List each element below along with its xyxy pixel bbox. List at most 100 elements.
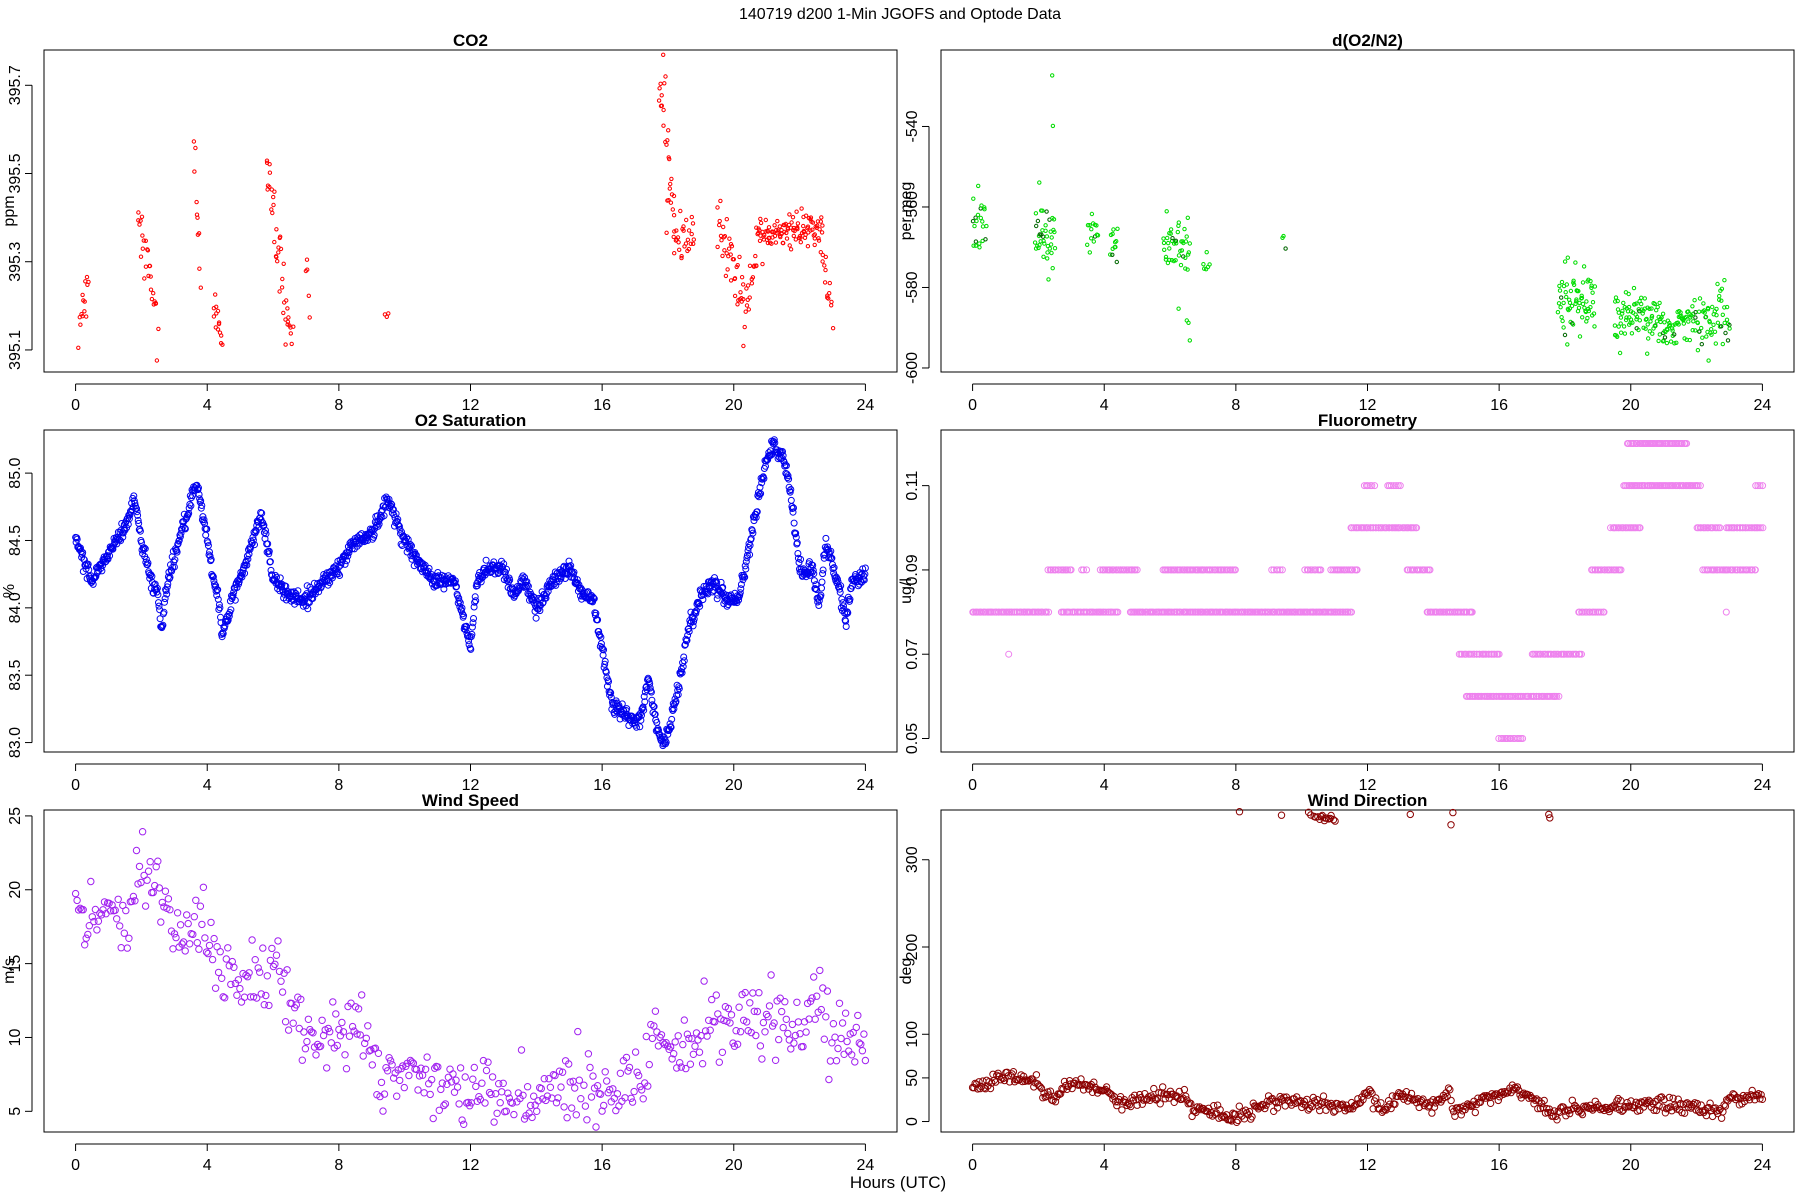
data-point <box>447 1078 456 1086</box>
data-point <box>596 1090 605 1098</box>
data-point <box>285 319 291 324</box>
data-point <box>140 246 146 251</box>
data-point <box>1083 608 1091 616</box>
data-point <box>1090 1078 1098 1086</box>
y-tick-label: 395.5 <box>7 153 24 193</box>
data-point <box>1558 305 1563 310</box>
data-point <box>114 895 122 903</box>
data-point <box>1468 608 1476 616</box>
data-point <box>657 1031 666 1039</box>
data-point <box>1083 566 1091 574</box>
data-point <box>615 1102 623 1110</box>
data-point <box>1036 1083 1044 1091</box>
data-point <box>493 1109 501 1118</box>
data-points-winddir <box>968 808 1767 1127</box>
data-point <box>664 142 669 147</box>
data-point <box>1711 566 1719 574</box>
data-point <box>1384 1097 1393 1105</box>
data-point <box>1672 341 1677 346</box>
data-point <box>745 544 752 551</box>
data-point <box>973 239 979 244</box>
plot-frame <box>940 429 1795 753</box>
data-point <box>973 243 978 248</box>
data-point <box>1570 322 1576 327</box>
data-point <box>71 889 80 898</box>
data-point <box>201 934 209 942</box>
data-point <box>689 231 694 237</box>
data-point <box>460 1120 468 1129</box>
data-point <box>528 1113 536 1122</box>
data-point <box>574 1027 582 1036</box>
data-point <box>460 612 468 620</box>
y-axis-label: ug/l <box>898 578 915 604</box>
data-point <box>819 230 825 235</box>
data-point <box>170 930 179 938</box>
data-point <box>601 1068 609 1076</box>
x-tick-label: 0 <box>71 397 80 414</box>
data-point <box>1664 340 1670 346</box>
data-point <box>1438 1096 1446 1104</box>
data-point <box>1344 608 1352 616</box>
data-point <box>782 462 790 470</box>
data-point <box>1672 332 1677 337</box>
data-point <box>765 229 771 234</box>
data-point <box>521 581 529 589</box>
data-point <box>116 922 124 930</box>
data-point <box>461 626 469 634</box>
data-point <box>612 1106 620 1115</box>
data-point <box>1089 236 1094 241</box>
data-point <box>1709 327 1714 332</box>
data-point <box>506 576 514 584</box>
data-point <box>636 1082 644 1091</box>
data-point <box>846 595 854 603</box>
data-point <box>1704 524 1712 532</box>
data-point <box>537 1084 545 1093</box>
data-point <box>601 660 609 668</box>
data-point <box>715 244 720 250</box>
data-point <box>533 1107 541 1116</box>
data-point <box>726 246 732 251</box>
data-point <box>1606 566 1613 574</box>
data-point <box>1620 311 1625 316</box>
data-point <box>152 863 160 871</box>
data-point <box>164 895 173 903</box>
data-point <box>144 867 153 875</box>
data-point <box>790 1039 798 1047</box>
data-point <box>728 252 733 257</box>
data-point <box>84 314 89 319</box>
data-point <box>1241 608 1249 616</box>
data-point <box>753 1007 762 1016</box>
data-point <box>233 991 241 999</box>
data-point <box>266 956 275 965</box>
data-point <box>1568 288 1574 294</box>
data-point <box>161 887 170 895</box>
data-point <box>251 541 258 549</box>
data-point <box>666 128 671 133</box>
data-point <box>820 223 825 228</box>
data-point <box>1702 310 1707 315</box>
data-point <box>1046 1087 1055 1095</box>
data-point <box>851 1058 859 1066</box>
data-point <box>1113 1101 1121 1110</box>
data-point <box>595 628 603 635</box>
data-point <box>1564 282 1570 287</box>
data-point <box>394 515 402 523</box>
data-point <box>323 1064 331 1072</box>
data-point <box>771 1056 780 1065</box>
data-point <box>673 681 681 689</box>
data-point <box>1678 440 1686 447</box>
data-point <box>826 550 834 558</box>
data-point <box>681 228 686 233</box>
data-point <box>1623 317 1629 323</box>
data-point <box>354 1005 363 1013</box>
data-point <box>145 248 151 253</box>
data-point <box>1715 1106 1723 1115</box>
data-point <box>106 552 114 560</box>
data-point <box>831 1033 839 1041</box>
data-point <box>718 198 723 204</box>
data-point <box>193 145 198 151</box>
data-point <box>1540 1096 1548 1105</box>
data-point <box>1643 326 1648 331</box>
data-point <box>345 1032 354 1040</box>
